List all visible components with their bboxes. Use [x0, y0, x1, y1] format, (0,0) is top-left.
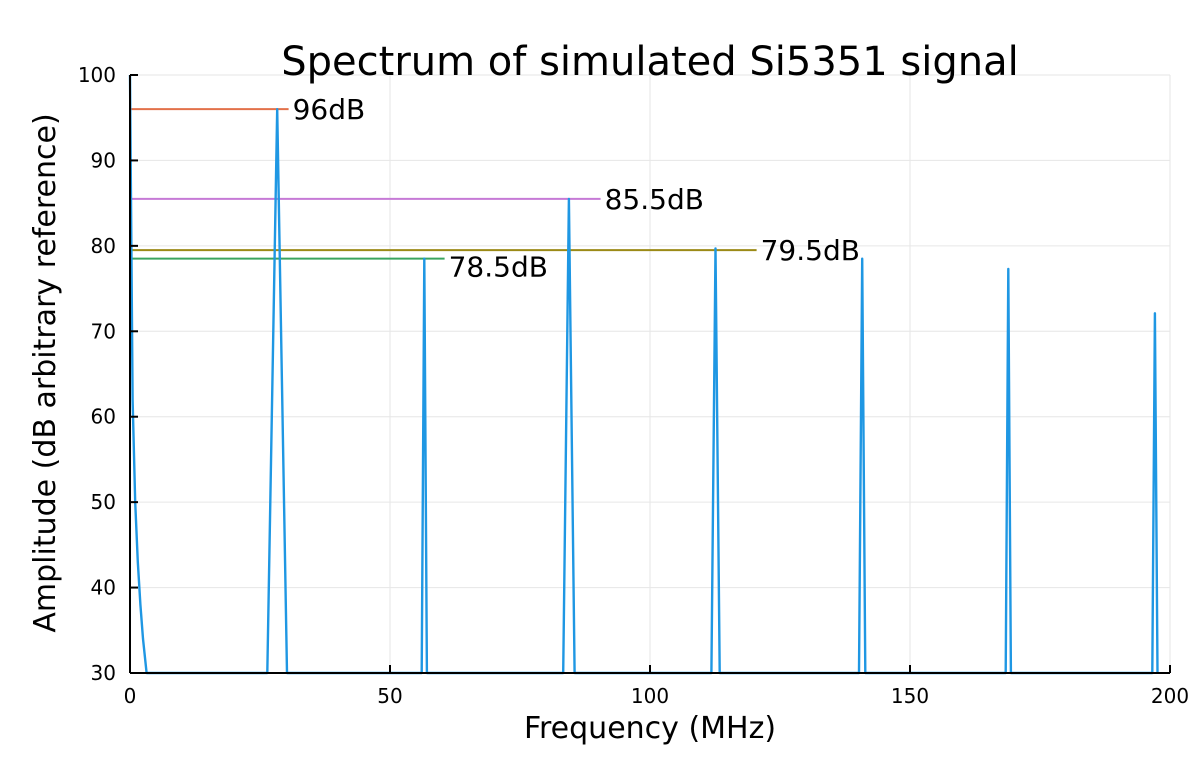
x-axis-title: Frequency (MHz) [524, 711, 776, 746]
y-tick-label: 100 [78, 63, 116, 87]
y-tick-label: 60 [91, 405, 116, 429]
reference-label: 79.5dB [761, 234, 860, 267]
y-tick-label: 90 [91, 148, 116, 172]
y-tick-label: 30 [91, 661, 116, 685]
spectrum-series-line [128, 74, 1159, 675]
label-layer: 0 50 100 150 200 30 40 50 60 70 80 90 100 96dB 85.5dB 7… [78, 63, 1189, 708]
reference-label: 96dB [293, 93, 366, 126]
chart-title: Spectrum of simulated Si5351 signal [281, 39, 1018, 85]
y-tick-label: 40 [91, 576, 116, 600]
x-tick-label: 100 [631, 684, 669, 708]
grid-layer [129, 74, 1171, 674]
y-axis-title: Amplitude (dB arbitrary reference) [28, 113, 63, 632]
series-layer [128, 74, 1159, 675]
x-tick-label: 50 [377, 684, 402, 708]
x-tick-label: 0 [124, 684, 137, 708]
reference-label: 85.5dB [605, 183, 704, 216]
axis-layer [129, 74, 1171, 674]
y-tick-label: 50 [91, 490, 116, 514]
x-tick-label: 150 [891, 684, 929, 708]
x-tick-label: 200 [1151, 684, 1189, 708]
reference-label: 78.5dB [449, 251, 548, 284]
y-tick-label: 70 [91, 319, 116, 343]
y-tick-label: 80 [91, 234, 116, 258]
